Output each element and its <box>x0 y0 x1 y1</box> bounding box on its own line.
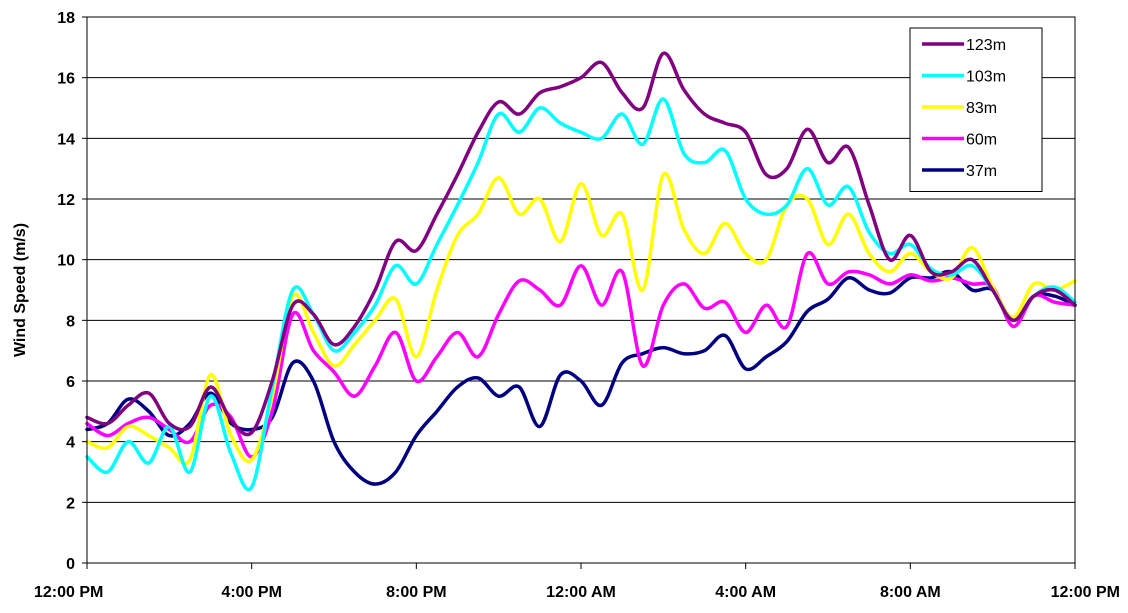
x-tick-label: 12:00 PM <box>34 584 103 601</box>
legend-label: 103m <box>966 69 1006 86</box>
series-line-83m <box>85 171 1077 466</box>
y-tick-label: 0 <box>66 556 75 573</box>
y-tick-label: 18 <box>57 10 75 27</box>
y-tick-label: 14 <box>57 131 75 148</box>
series-line-103m <box>85 97 1077 492</box>
x-tick-label: 12:00 AM <box>546 584 616 601</box>
series-line-37m <box>85 269 1077 486</box>
y-tick-label: 6 <box>66 374 75 391</box>
y-tick-label: 8 <box>66 313 75 330</box>
series-line-123m <box>85 51 1077 437</box>
x-tick-label: 4:00 AM <box>715 584 776 601</box>
legend-box <box>909 27 1043 192</box>
legend: 123m 103m 83m 60m 37m <box>909 27 1043 192</box>
legend-label: 83m <box>966 100 997 117</box>
legend-label: 37m <box>966 163 997 180</box>
y-tick-label: 12 <box>57 192 75 209</box>
y-axis-title: Wind Speed (m/s) <box>12 223 29 357</box>
y-tick-label: 2 <box>66 495 75 512</box>
legend-label: 123m <box>966 37 1006 54</box>
x-tick-label: 8:00 AM <box>880 584 941 601</box>
y-tick-label: 10 <box>57 253 75 270</box>
y-tick-label: 16 <box>57 71 75 88</box>
x-tick-label: 4:00 PM <box>221 584 281 601</box>
axes <box>82 16 1076 569</box>
series-lines <box>85 51 1077 492</box>
x-tick-label: 8:00 PM <box>386 584 446 601</box>
legend-label: 60m <box>966 132 997 149</box>
y-tick-label: 4 <box>66 435 75 452</box>
x-tick-label: 12:00 PM <box>1051 584 1120 601</box>
tick-labels: 0 2 4 6 8 10 12 14 16 18 12:00 PM 4:00 PM 8:00 PM 12:… <box>34 10 1120 601</box>
